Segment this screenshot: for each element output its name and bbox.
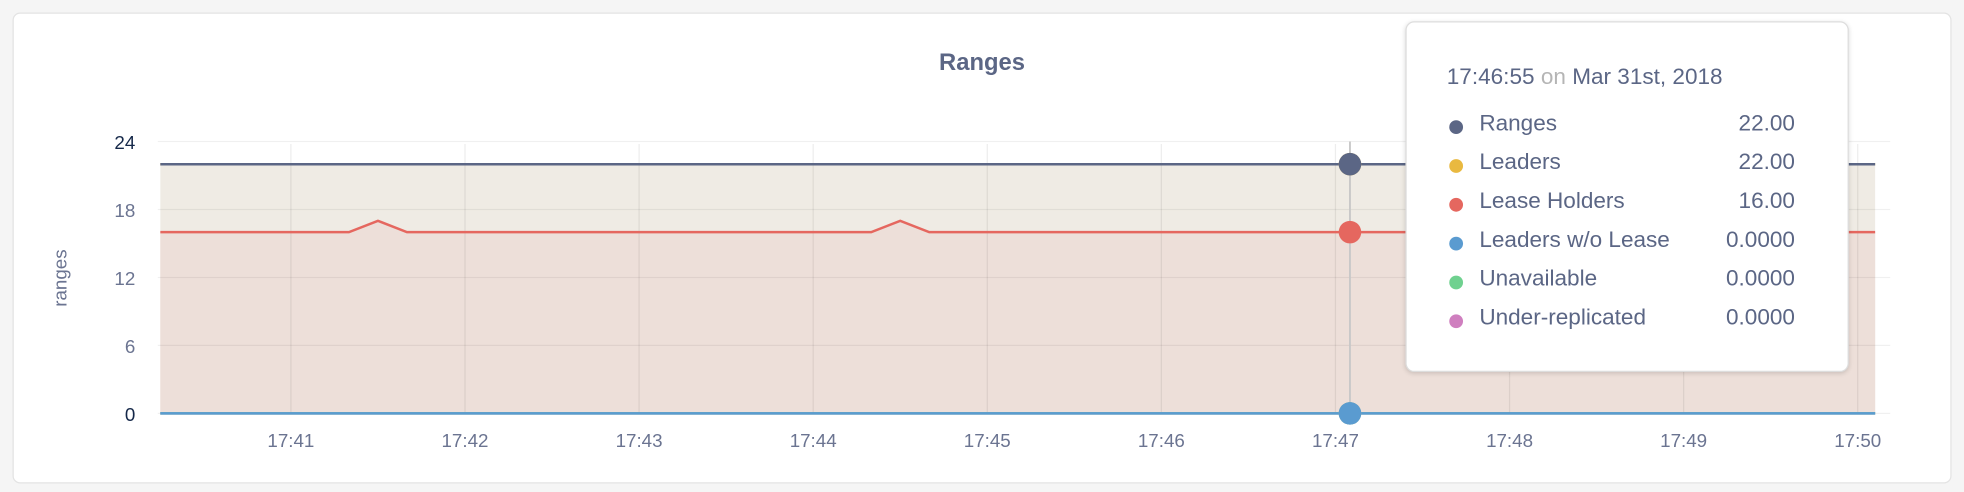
x-tick-label: 17:43 — [616, 430, 663, 451]
tooltip-label: Unavailable — [1479, 265, 1598, 291]
hover-marker-lease-holders — [1338, 220, 1362, 244]
y-tick-label: 24 — [114, 132, 135, 153]
tooltip-label: Under-replicated — [1479, 304, 1647, 330]
tooltip-timestamp: 17:46:55 on Mar 31st, 2018 — [1447, 64, 1723, 90]
y-tick-label: 0 — [125, 404, 135, 425]
hover-marker-ranges — [1338, 152, 1362, 176]
tooltip-row-under-replicated: Under-replicated 0.0000 — [1444, 304, 1795, 342]
x-tick-label: 17:42 — [442, 430, 489, 451]
tooltip-row-ranges: Ranges 22.00 — [1444, 110, 1795, 148]
tooltip-row-unavailable: Unavailable 0.0000 — [1444, 266, 1795, 304]
x-tick-label: 17:41 — [267, 430, 314, 451]
legend-dot-icon — [1449, 236, 1464, 251]
hover-tooltip: 17:46:55 on Mar 31st, 2018 Ranges 22.00 … — [1405, 21, 1849, 373]
tooltip-row-leaders-without-lease: Leaders w/o Lease 0.0000 — [1444, 227, 1795, 265]
x-tick-label: 17:47 — [1312, 430, 1359, 451]
tooltip-value: 0.0000 — [1726, 226, 1795, 252]
legend-dot-icon — [1449, 314, 1464, 329]
tooltip-label: Leaders w/o Lease — [1479, 226, 1670, 252]
y-tick-label: 6 — [125, 336, 135, 357]
tooltip-value: 22.00 — [1738, 110, 1795, 136]
tooltip-on: on — [1540, 63, 1566, 89]
y-tick-label: 12 — [114, 268, 135, 289]
hover-marker-leaders-w-o-lease — [1338, 402, 1362, 425]
series-line-lease-holders — [160, 219, 1876, 234]
tooltip-label: Lease Holders — [1479, 187, 1625, 213]
chart-title: Ranges — [939, 50, 1026, 77]
x-tick-label: 17:48 — [1486, 430, 1533, 451]
y-axis-label: ranges — [49, 249, 70, 306]
tooltip-label: Leaders — [1479, 149, 1561, 175]
tooltip-time: 17:46:55 — [1446, 63, 1535, 89]
x-tick-label: 17:44 — [790, 430, 837, 451]
x-tick-label: 17:45 — [964, 430, 1011, 451]
legend-dot-icon — [1449, 197, 1464, 212]
legend-dot-icon — [1449, 120, 1464, 135]
tooltip-date: Mar 31st, 2018 — [1572, 63, 1723, 89]
x-tick-label: 17:46 — [1138, 430, 1185, 451]
tooltip-row-lease-holders: Lease Holders 16.00 — [1444, 188, 1795, 226]
y-tick-label: 18 — [114, 200, 135, 221]
tooltip-value: 0.0000 — [1726, 265, 1795, 291]
x-tick-label: 17:50 — [1834, 430, 1881, 451]
tooltip-label: Ranges — [1479, 110, 1558, 136]
tooltip-value: 0.0000 — [1726, 304, 1795, 330]
x-tick-label: 17:49 — [1660, 430, 1707, 451]
tooltip-value: 16.00 — [1738, 187, 1795, 213]
legend-dot-icon — [1449, 159, 1464, 173]
tooltip-row-leaders: Leaders 22.00 — [1444, 149, 1795, 187]
legend-dot-icon — [1449, 275, 1464, 290]
tooltip-value: 22.00 — [1738, 149, 1795, 175]
